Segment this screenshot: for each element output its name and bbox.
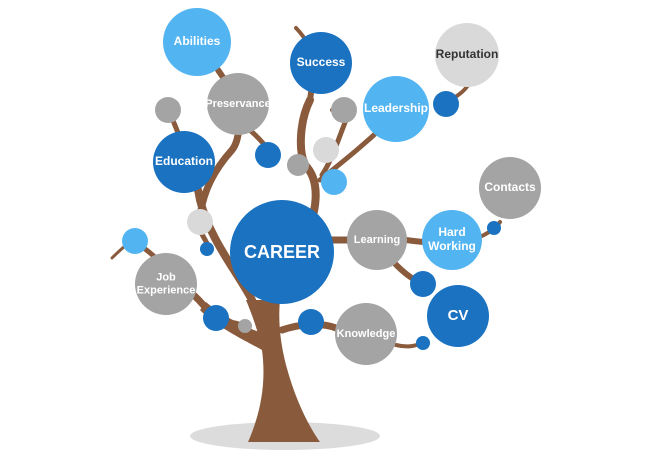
bubble-success-circle <box>290 32 352 94</box>
bubble-learning-circle <box>347 210 407 270</box>
bubble-layer: Abilities Success Reputation Preservance Lea… <box>135 8 541 365</box>
bubble-knowledge-label: Knowledge <box>337 328 396 340</box>
bubble-education-circle <box>153 131 215 193</box>
bubble-abilities-label: Abilities <box>174 34 221 48</box>
bubble-success: Success <box>290 32 352 94</box>
bubble-reputation-circle <box>435 23 499 87</box>
bubble-job-experience-circle <box>135 253 197 315</box>
bubble-reputation-label: Reputation <box>436 47 499 61</box>
bubble-abilities-circle <box>163 8 231 76</box>
bubble-cv-label: CV <box>448 307 469 324</box>
bubble-preservance-label: Preservance <box>205 98 270 110</box>
bubble-learning-label: Learning <box>354 234 400 246</box>
bubble-hard-working-circle <box>422 210 482 270</box>
bubble-contacts-label: Contacts <box>484 180 536 194</box>
bubble-contacts-circle <box>479 157 541 219</box>
bubble-cv: CV <box>427 285 489 347</box>
bubble-leadership-label: Leadership <box>364 101 428 115</box>
bubble-contacts: Contacts <box>479 157 541 219</box>
bubble-reputation: Reputation <box>435 23 499 87</box>
bubble-job-experience: Job Experience <box>135 253 197 315</box>
bubble-education-label: Education <box>155 154 213 168</box>
center-label: CAREER <box>244 242 320 262</box>
bubble-success-label: Success <box>297 55 346 69</box>
center-bubble: CAREER <box>230 200 334 304</box>
decorative-dots <box>122 91 501 350</box>
bubble-cv-circle <box>427 285 489 347</box>
bubble-hard-working-label: Hard Working <box>428 225 476 253</box>
bubble-hard-working: Hard Working <box>422 210 482 270</box>
bubble-leadership: Leadership <box>363 76 429 142</box>
bubble-education: Education <box>153 131 215 193</box>
bubble-preservance-circle <box>207 73 269 135</box>
bubble-preservance: Preservance <box>205 73 271 135</box>
bubble-leadership-circle <box>363 76 429 142</box>
bubble-job-experience-label: Job Experience <box>137 271 196 296</box>
bubble-knowledge-circle <box>335 303 397 365</box>
bubble-knowledge: Knowledge <box>335 303 397 365</box>
bubble-abilities: Abilities <box>163 8 231 76</box>
bubble-learning: Learning <box>347 210 407 270</box>
